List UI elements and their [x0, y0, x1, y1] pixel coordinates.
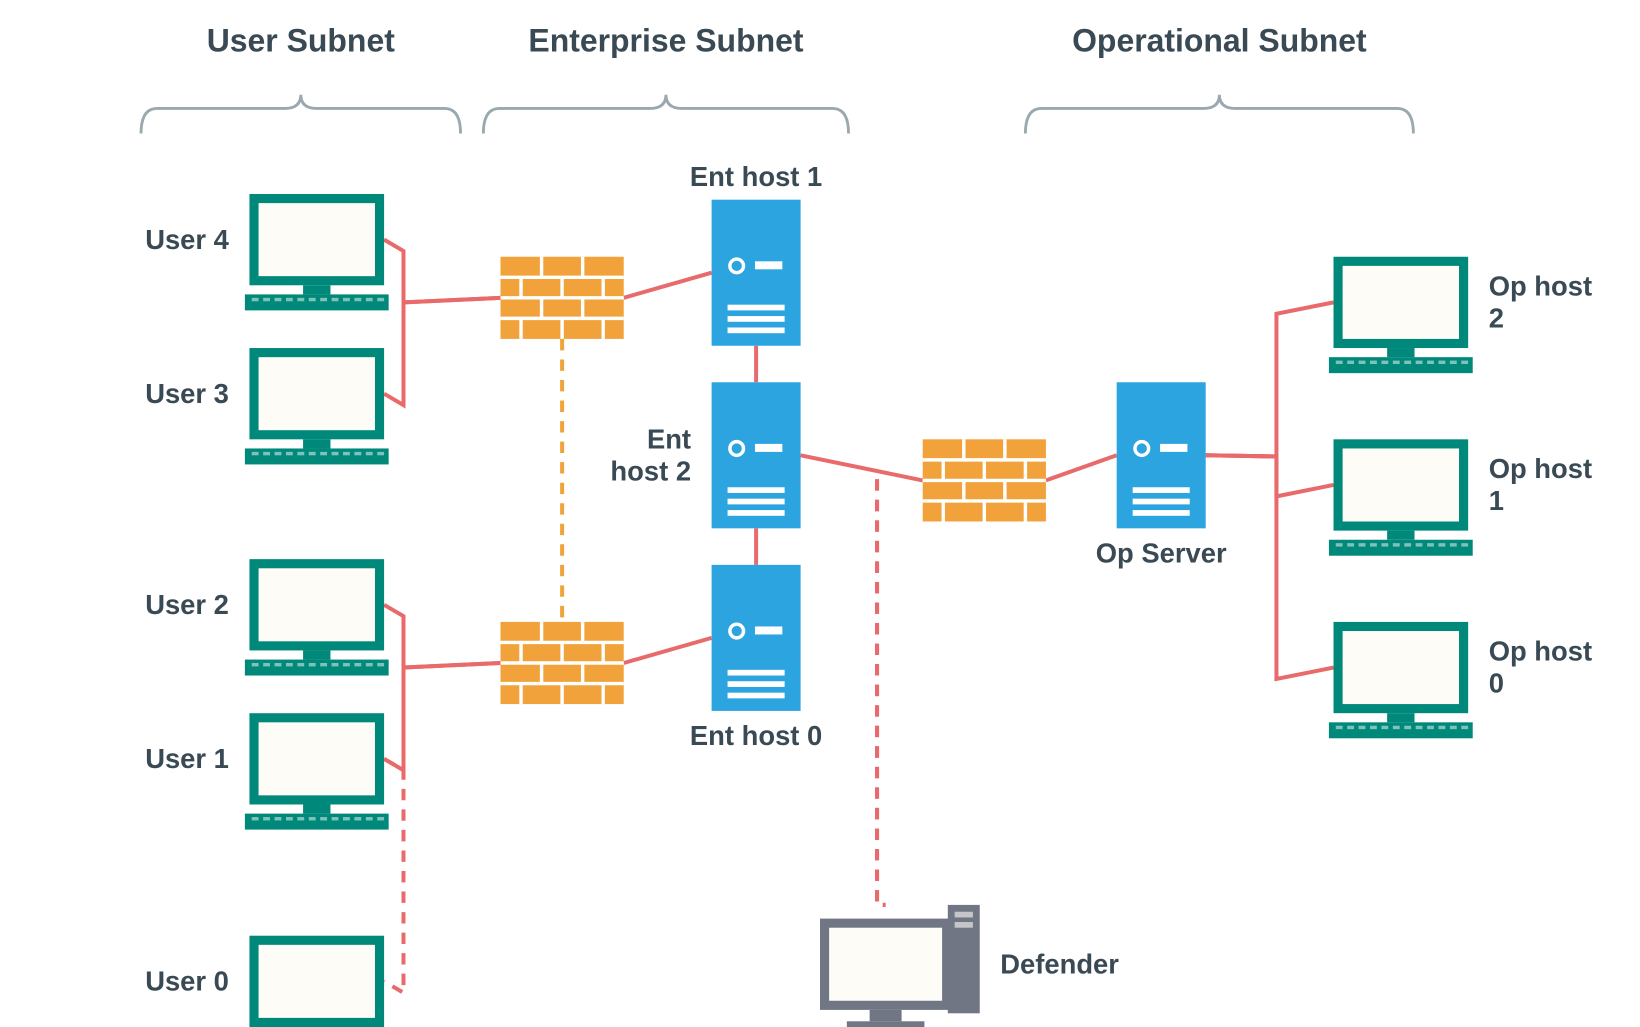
workstation-icon [1329, 257, 1473, 373]
workstation-icon [1329, 439, 1473, 555]
connection [1206, 302, 1334, 456]
brace [141, 95, 461, 134]
label-opserver: Op Server [1096, 538, 1227, 569]
label-op0: Op host0 [1489, 636, 1592, 699]
firewall-icon [923, 439, 1046, 521]
subnet-title-enterprise: Enterprise Subnet [528, 22, 803, 58]
brace [483, 95, 848, 134]
connection [877, 479, 886, 905]
label-user0: User 0 [145, 965, 229, 996]
connection [384, 298, 500, 405]
label-user4: User 4 [145, 224, 229, 255]
defender-workstation-icon [820, 905, 980, 1027]
workstation-icon [245, 348, 389, 464]
server-icon [1117, 382, 1206, 528]
subnet-title-user: User Subnet [207, 22, 395, 58]
firewall-icon [500, 622, 623, 704]
connection [624, 273, 712, 298]
label-ent2: Enthost 2 [610, 423, 691, 486]
server-icon [712, 200, 801, 346]
label-defender: Defender [1000, 948, 1119, 979]
workstation-icon [245, 559, 389, 675]
label-user1: User 1 [145, 743, 229, 774]
workstation-icon [245, 936, 389, 1027]
connection [384, 240, 500, 303]
server-icon [712, 565, 801, 711]
connection [624, 638, 712, 663]
connections-layer [384, 240, 1333, 993]
brace [1025, 95, 1413, 134]
label-ent1: Ent host 1 [690, 161, 822, 192]
subnet-title-operational: Operational Subnet [1072, 22, 1367, 58]
network-diagram: User Subnet Enterprise Subnet Operational … [0, 0, 1640, 1027]
connection [1046, 455, 1117, 480]
connection [1206, 455, 1334, 496]
connection [384, 759, 403, 993]
label-user2: User 2 [145, 589, 229, 620]
workstation-icon [245, 713, 389, 829]
connection [384, 663, 500, 770]
label-op2: Op host2 [1489, 271, 1592, 334]
label-user3: User 3 [145, 378, 229, 409]
label-op1: Op host1 [1489, 453, 1592, 516]
firewall-icon [500, 257, 623, 339]
server-icon [712, 382, 801, 528]
connection [801, 455, 923, 480]
workstation-icon [245, 194, 389, 310]
label-ent0: Ent host 0 [690, 720, 822, 751]
workstation-icon [1329, 622, 1473, 738]
connection [384, 605, 500, 668]
